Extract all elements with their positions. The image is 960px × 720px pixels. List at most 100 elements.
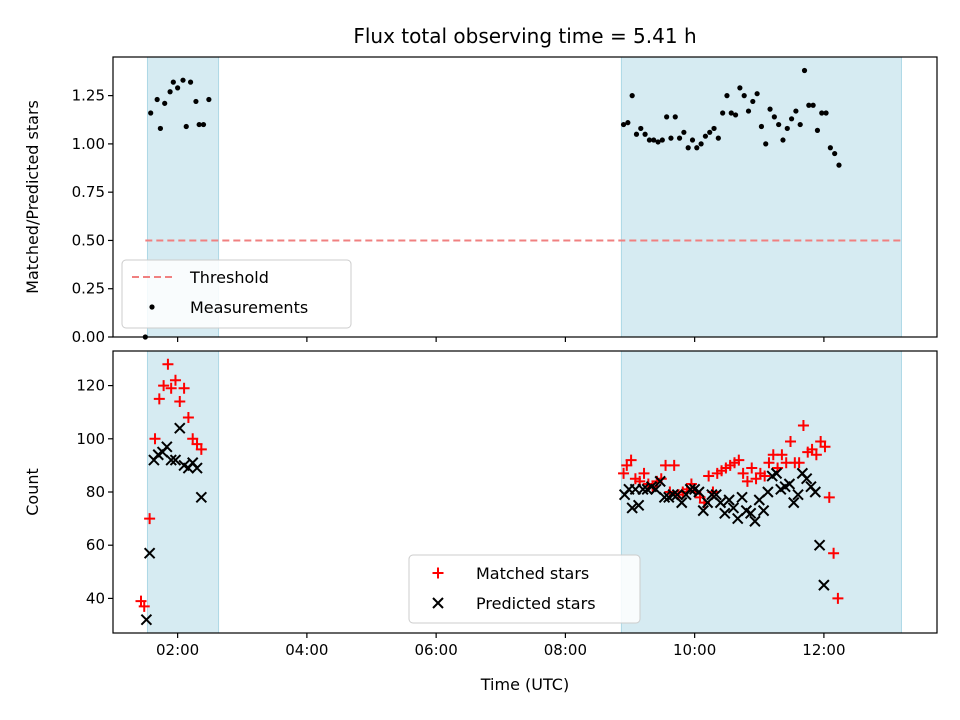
data-point bbox=[642, 131, 648, 137]
data-point bbox=[792, 488, 804, 501]
data-point bbox=[195, 443, 207, 455]
data-point bbox=[659, 137, 665, 143]
data-point bbox=[144, 513, 156, 525]
data-point bbox=[169, 374, 181, 386]
data-point bbox=[157, 125, 163, 132]
data-point bbox=[809, 486, 821, 498]
data-point bbox=[182, 412, 194, 424]
data-point bbox=[810, 102, 816, 108]
data-point bbox=[832, 150, 838, 157]
y-tick-label: 1.00 bbox=[72, 135, 105, 153]
data-point bbox=[638, 467, 650, 479]
data-point bbox=[800, 472, 813, 485]
data-point bbox=[776, 121, 782, 128]
data-point bbox=[664, 114, 670, 120]
y-axis-label: Count bbox=[23, 468, 42, 516]
data-point bbox=[745, 108, 752, 114]
y-tick-label: 0.25 bbox=[72, 280, 105, 298]
data-point bbox=[750, 98, 756, 105]
data-point bbox=[697, 504, 709, 517]
data-point bbox=[167, 89, 173, 95]
data-point bbox=[703, 470, 715, 482]
legend-matched-swatch bbox=[432, 567, 444, 579]
axes-frame bbox=[112, 56, 938, 338]
data-point bbox=[206, 96, 212, 103]
data-point bbox=[625, 120, 631, 126]
data-point bbox=[629, 93, 635, 99]
data-point bbox=[684, 483, 697, 496]
data-point bbox=[814, 127, 821, 133]
data-point bbox=[744, 507, 757, 519]
data-point bbox=[668, 135, 674, 141]
data-point bbox=[736, 491, 748, 504]
legend-threshold-label: Threshold bbox=[189, 268, 269, 287]
data-point bbox=[783, 478, 796, 490]
data-point bbox=[138, 600, 150, 612]
data-point bbox=[741, 93, 747, 99]
data-point bbox=[832, 592, 844, 604]
legend-measurements-swatch bbox=[149, 304, 155, 310]
data-point bbox=[737, 467, 749, 479]
observing-window-0 bbox=[146, 350, 220, 634]
legend-matched-label: Matched stars bbox=[476, 564, 589, 583]
data-point bbox=[733, 454, 745, 466]
data-point bbox=[723, 494, 735, 506]
data-point bbox=[757, 504, 770, 517]
data-point bbox=[175, 85, 181, 91]
data-point bbox=[149, 433, 161, 445]
data-point bbox=[698, 141, 704, 147]
data-point bbox=[801, 67, 808, 74]
data-point bbox=[180, 77, 186, 83]
data-point bbox=[823, 491, 835, 503]
data-point bbox=[823, 110, 829, 116]
data-point bbox=[813, 539, 826, 551]
data-point bbox=[771, 114, 777, 120]
data-point bbox=[693, 486, 705, 498]
data-point bbox=[638, 125, 644, 132]
data-point bbox=[671, 488, 684, 501]
data-point bbox=[724, 93, 730, 99]
data-point bbox=[810, 449, 822, 461]
data-point bbox=[707, 129, 713, 135]
x-tick-label: 10:00 bbox=[673, 641, 716, 659]
data-point bbox=[162, 100, 168, 106]
data-point bbox=[681, 129, 687, 135]
legend-bottom: Matched stars Predicted stars bbox=[408, 554, 641, 624]
data-point bbox=[165, 454, 177, 466]
x-tick-label: 08:00 bbox=[544, 641, 587, 659]
data-point bbox=[714, 496, 727, 509]
data-point bbox=[161, 441, 173, 453]
data-point bbox=[632, 499, 645, 512]
data-point bbox=[785, 435, 797, 447]
data-point bbox=[819, 110, 825, 116]
series-predicted-stars bbox=[140, 422, 830, 626]
data-point bbox=[758, 123, 765, 130]
data-point bbox=[788, 496, 800, 509]
data-point bbox=[732, 112, 739, 118]
legend-box bbox=[408, 554, 641, 624]
data-point bbox=[776, 449, 788, 461]
x-tick-label: 12:00 bbox=[802, 641, 845, 659]
data-point bbox=[162, 358, 174, 370]
y-tick-label: 100 bbox=[76, 430, 105, 448]
data-point bbox=[195, 491, 208, 504]
data-point bbox=[797, 419, 809, 431]
data-point bbox=[153, 393, 165, 405]
top-panel: 0.00 0.25 0.50 0.75 1.00 1.25 Matched/Predicte… bbox=[23, 56, 938, 346]
legend-box bbox=[121, 259, 352, 329]
data-point bbox=[165, 382, 177, 394]
y-axis-label: Matched/Predicted stars bbox=[23, 100, 42, 294]
data-point bbox=[711, 125, 717, 132]
data-point bbox=[818, 579, 830, 591]
data-point bbox=[178, 382, 190, 394]
x-tick-label: 06:00 bbox=[415, 641, 458, 659]
data-point bbox=[780, 137, 786, 143]
data-point bbox=[174, 422, 186, 434]
data-point bbox=[767, 106, 773, 112]
bottom-panel: 40 60 80 100 120 02:00 04:00 06:00 08:00 10:00 12:… bbox=[23, 350, 938, 694]
legend-measurements-label: Measurements bbox=[190, 298, 308, 317]
y-tick-label: 0.00 bbox=[72, 328, 105, 346]
data-point bbox=[806, 102, 812, 108]
legend-predicted-label: Predicted stars bbox=[476, 594, 596, 613]
data-point bbox=[154, 96, 160, 103]
